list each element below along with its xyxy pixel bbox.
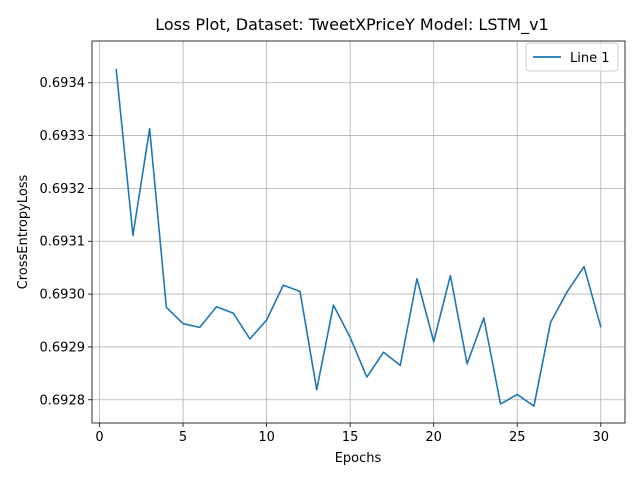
legend-box	[525, 42, 619, 72]
chart-title: Loss Plot, Dataset: TweetXPriceY Model: …	[155, 15, 548, 35]
y-tick-label: 0.6931	[40, 235, 86, 250]
x-axis-ticks: 0 5 10 15 20 25 30	[95, 423, 609, 445]
legend: Line 1	[525, 42, 619, 72]
x-tick-label: 30	[592, 430, 609, 445]
y-tick-label: 0.6928	[40, 393, 86, 408]
y-axis-label: CrossEntropyLoss	[16, 174, 31, 289]
x-tick-label: 5	[179, 430, 187, 445]
plot-frame	[91, 40, 626, 424]
series-layer	[115, 68, 602, 407]
legend-label: Line 1	[570, 51, 610, 66]
x-axis-label: Epochs	[335, 451, 382, 466]
x-tick-label: 25	[509, 430, 526, 445]
grid	[92, 41, 625, 423]
y-tick-label: 0.6929	[40, 340, 86, 355]
series-line	[115, 68, 602, 407]
x-tick-label: 0	[95, 430, 103, 445]
y-tick-label: 0.6933	[40, 129, 86, 144]
y-tick-label: 0.6934	[40, 76, 86, 91]
y-tick-label: 0.6932	[40, 182, 86, 197]
y-axis-ticks: 0.6928 0.6929 0.6930 0.6931 0.6932 0.6933 0.69…	[40, 76, 92, 408]
x-tick-label: 20	[425, 430, 442, 445]
x-tick-label: 15	[342, 430, 359, 445]
y-tick-label: 0.6930	[40, 288, 86, 303]
x-tick-label: 10	[258, 430, 275, 445]
